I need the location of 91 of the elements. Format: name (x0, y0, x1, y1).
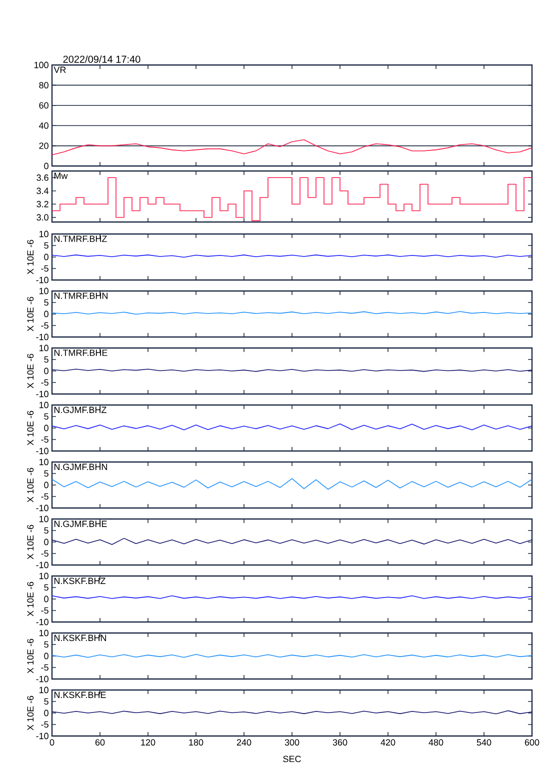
y-tick-label: -10 (36, 334, 48, 340)
y-tick-label: 0 (44, 482, 48, 488)
y-tick-label: 10 (39, 344, 48, 352)
x-tick-label: 180 (189, 739, 204, 746)
y-tick-label: 10 (39, 630, 48, 636)
y-tick-label: -5 (41, 721, 48, 728)
y-tick-label: -5 (41, 265, 48, 272)
y-tick-label: 0 (44, 710, 48, 716)
y-tick-label: 0 (44, 310, 48, 318)
chart-title: N.TMRF.BHZ (54, 236, 107, 242)
chart-title: N.KSKF.BHN (54, 634, 106, 642)
y-axis-title: X 10E -6 (27, 468, 34, 502)
y-tick-label: 5 (44, 356, 48, 363)
y-tick-label: 60 (39, 102, 48, 109)
y-tick-label: 0 (44, 424, 48, 432)
x-tick-label: 420 (380, 739, 396, 746)
y-axis-title: X 10E -6 (27, 524, 34, 560)
y-tick-label: 0 (44, 254, 48, 260)
line-series (52, 478, 532, 490)
y-tick-label: 5 (44, 470, 48, 477)
y-tick-label: 5 (44, 299, 48, 306)
y-tick-label: -10 (36, 676, 48, 682)
y-tick-label: 5 (44, 584, 48, 591)
y-axis-title: X 10E -6 (27, 410, 34, 446)
y-tick-label: -10 (36, 276, 48, 284)
y-tick-label: -5 (41, 550, 48, 557)
y-tick-label: 10 (39, 402, 48, 408)
x-tick-label: 60 (95, 739, 105, 746)
x-tick-label: 360 (332, 739, 348, 746)
y-tick-label: 40 (38, 122, 48, 129)
y-tick-label: 80 (39, 82, 48, 88)
y-tick-label: 10 (39, 288, 48, 294)
y-axis-title: X 10E -6 (27, 696, 34, 730)
y-axis-title: X 10E -6 (27, 354, 34, 388)
y-tick-label: 0 (44, 368, 48, 374)
y-tick-label: 3.0 (36, 214, 48, 221)
y-axis-title: X 10E -6 (27, 638, 34, 674)
x-tick-label: 0 (50, 739, 54, 746)
line-series (52, 538, 532, 545)
y-tick-label: -10 (36, 618, 48, 626)
y-tick-label: 10 (39, 572, 48, 580)
y-tick-label: -10 (36, 504, 48, 512)
y-tick-label: 5 (44, 242, 48, 249)
y-tick-label: 5 (44, 641, 48, 648)
y-tick-label: -5 (41, 379, 48, 386)
y-tick-label: 0 (44, 596, 48, 602)
chart-title: Mw (54, 172, 68, 179)
y-axis-title: X 10E -6 (27, 240, 34, 274)
y-axis-title: X 10E -6 (27, 582, 34, 616)
chart-title: N.KSKF.BHZ (54, 578, 106, 584)
y-tick-label: 5 (44, 527, 48, 534)
y-tick-label: -10 (36, 732, 48, 740)
y-tick-label: 3.2 (36, 200, 48, 208)
chart-title: N.GJMF.BHN (54, 464, 107, 470)
y-tick-label: 0 (44, 538, 48, 546)
x-tick-label: 480 (428, 739, 444, 746)
y-tick-label: 10 (39, 230, 48, 238)
y-tick-label: -10 (36, 448, 48, 454)
y-tick-label: 20 (39, 142, 48, 149)
y-tick-label: -5 (41, 436, 48, 443)
y-tick-label: 3.4 (36, 188, 49, 194)
chart-title: VR (54, 66, 66, 73)
y-tick-label: 3.6 (36, 174, 48, 181)
line-series (52, 139, 532, 156)
y-tick-label: -10 (36, 390, 48, 398)
chart-title: N.GJMF.BHE (54, 520, 107, 528)
text: 2022/09/14 17:40 (63, 55, 140, 63)
chart-title: N.GJMF.BHZ (54, 406, 106, 414)
x-tick-label: 600 (524, 739, 540, 746)
x-tick-label: 540 (476, 739, 492, 746)
y-tick-label: -5 (41, 493, 48, 500)
y-tick-label: 5 (44, 413, 48, 420)
x-axis-title: SEC (283, 756, 301, 762)
y-tick-label: 0 (44, 652, 48, 660)
y-tick-label: -5 (41, 664, 48, 671)
x-tick-label: 300 (284, 739, 300, 746)
x-tick-label: 240 (236, 739, 252, 746)
y-tick-label: 10 (39, 516, 48, 522)
y-tick-label: 100 (34, 62, 48, 68)
y-tick-label: 0 (44, 162, 48, 170)
y-tick-label: 10 (39, 686, 48, 694)
y-tick-label: 5 (44, 698, 48, 705)
y-axis-title: X 10E -6 (27, 296, 34, 332)
y-tick-label: -5 (41, 322, 48, 329)
chart-title: N.KSKF.BHE (54, 692, 106, 698)
x-tick-label: 120 (141, 739, 156, 746)
y-tick-label: -5 (41, 607, 48, 614)
y-tick-label: -10 (36, 562, 48, 568)
chart-title: N.TMRF.BHE (54, 350, 108, 356)
y-tick-label: 10 (39, 458, 48, 466)
chart-title: N.TMRF.BHN (54, 292, 108, 299)
